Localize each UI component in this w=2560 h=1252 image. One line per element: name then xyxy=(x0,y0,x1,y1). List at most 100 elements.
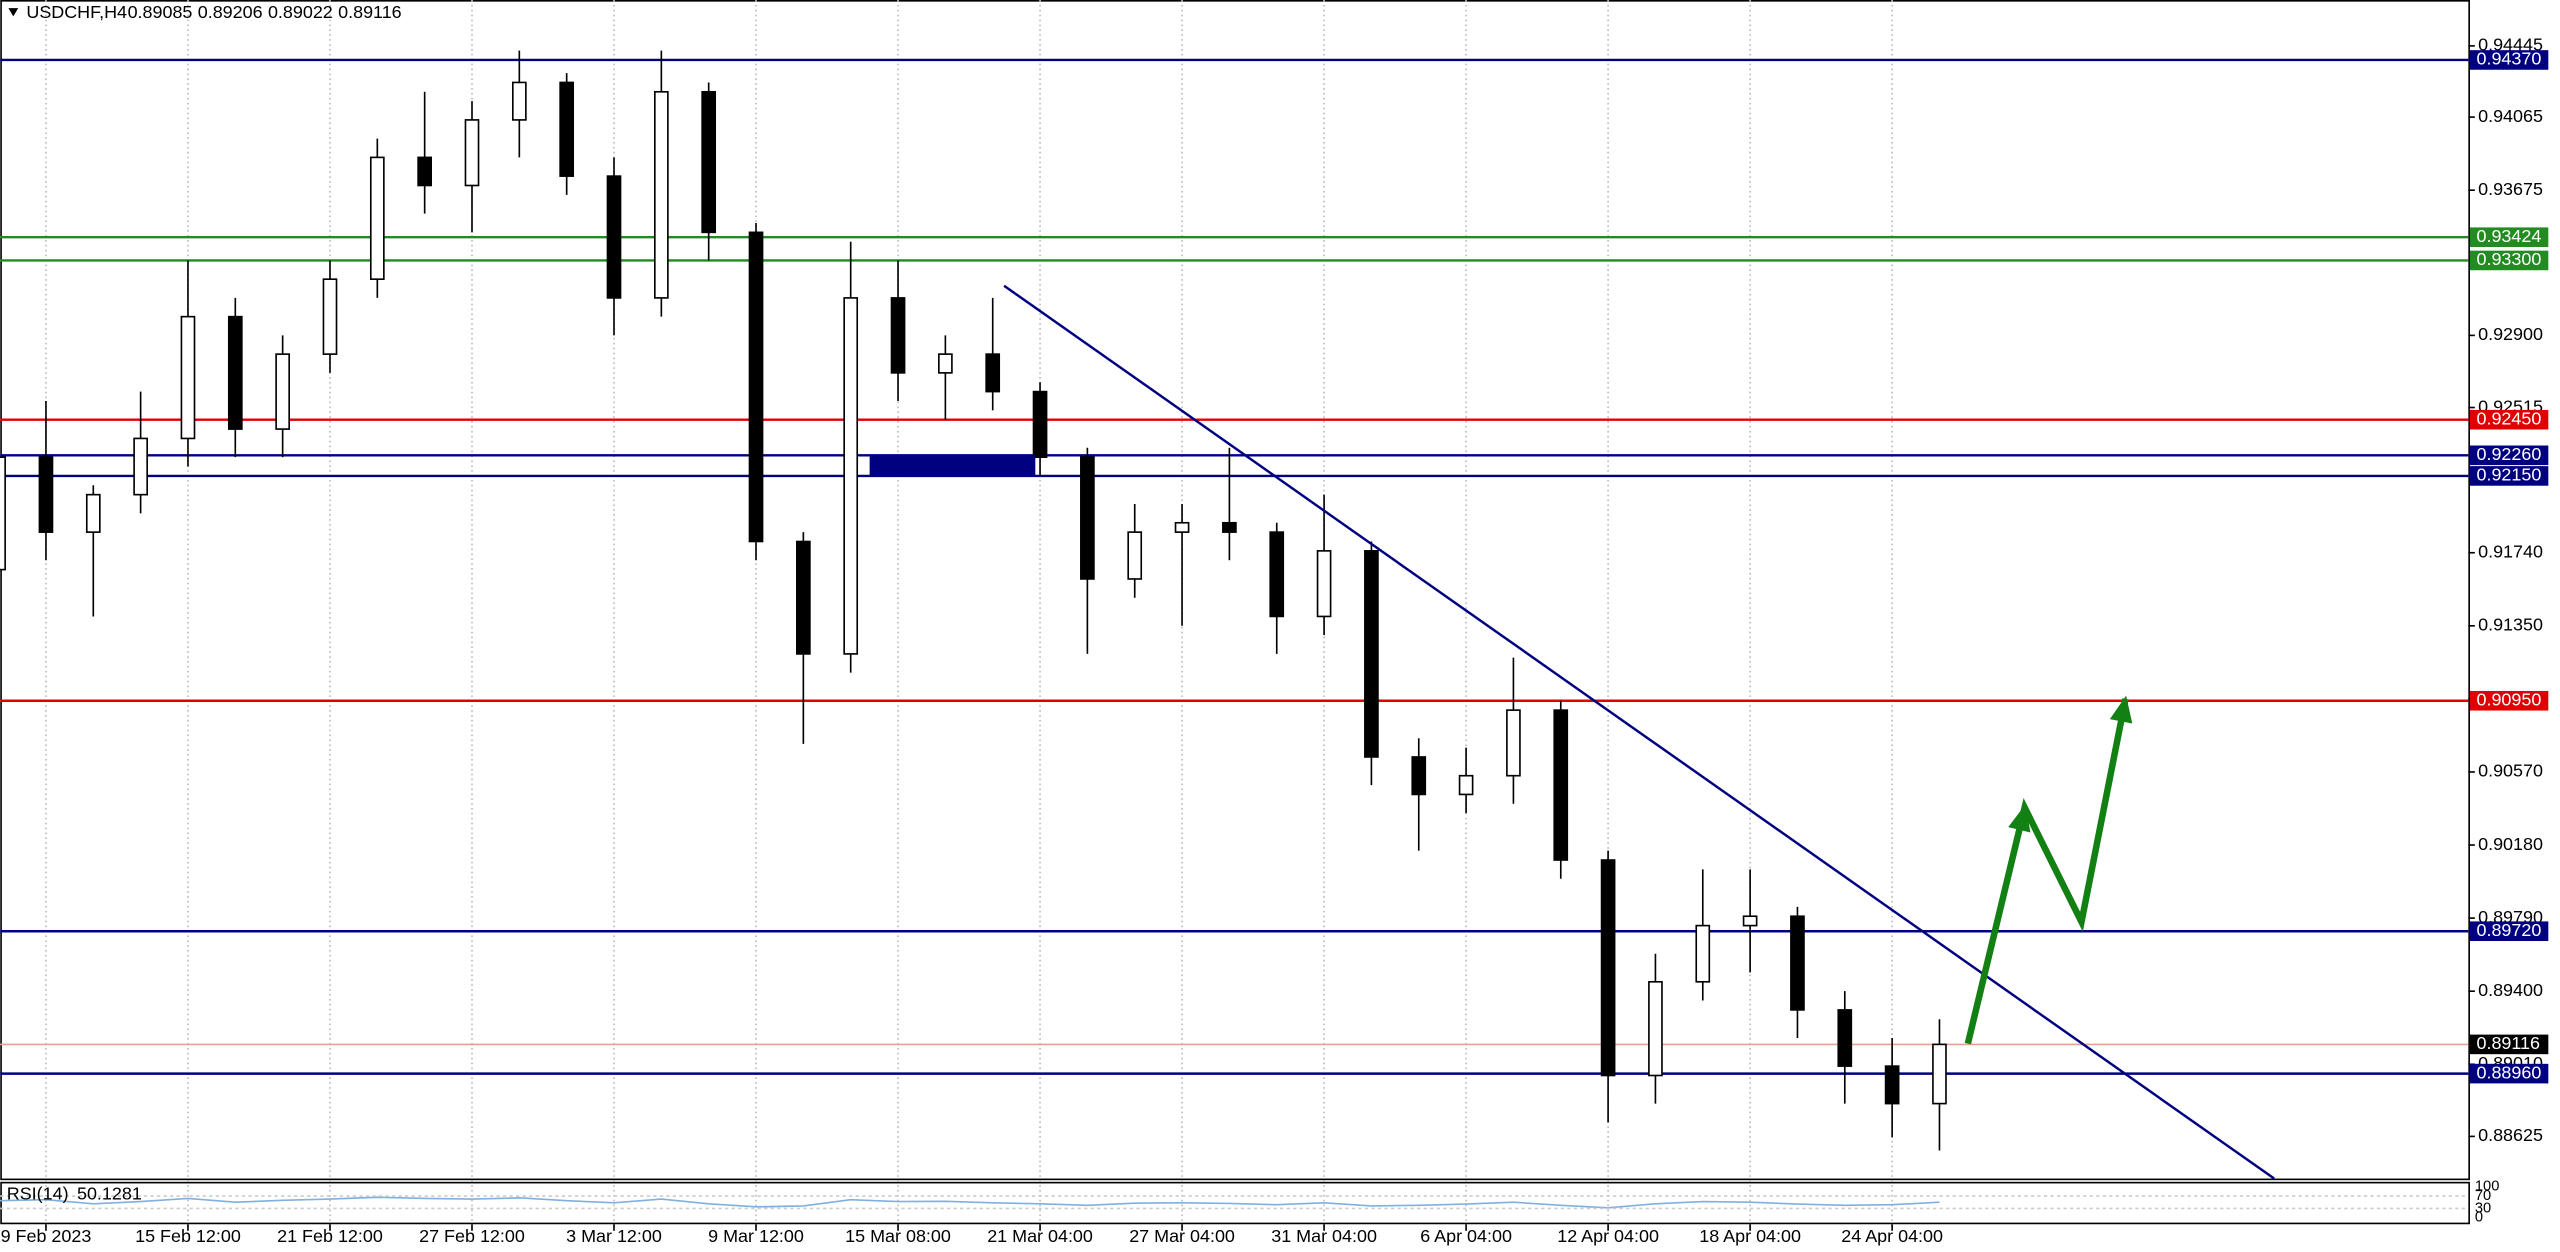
candle-body xyxy=(275,353,290,430)
candle-body xyxy=(1790,915,1805,1011)
candle-body xyxy=(227,315,243,430)
candle-body xyxy=(511,81,527,121)
level-label: 0.90950 xyxy=(2477,689,2542,709)
level-label: 0.89720 xyxy=(2477,920,2542,940)
candle-body xyxy=(1411,756,1427,796)
candle-body xyxy=(1742,915,1758,927)
candle-body xyxy=(1316,550,1332,618)
candle-body xyxy=(1269,531,1285,618)
level-label-box xyxy=(2469,227,2549,248)
candle-body xyxy=(985,353,1001,393)
y-tick-label: 0.92900 xyxy=(2478,324,2543,344)
rsi-frame xyxy=(0,1181,2470,1225)
trendline xyxy=(1003,284,2275,1180)
level-label: 0.92260 xyxy=(2477,444,2542,464)
header-high: 0.89206 xyxy=(198,2,263,22)
x-tick-label: 27 Mar 04:00 xyxy=(1129,1226,1235,1246)
rsi-tick-label: 100 xyxy=(2475,1179,2500,1195)
y-tick-label: 0.91350 xyxy=(2478,615,2543,635)
candle-body xyxy=(1080,456,1095,580)
candle-body xyxy=(1032,390,1048,458)
plot-frame xyxy=(0,0,2470,1181)
candle-body xyxy=(1364,550,1379,758)
candle-body xyxy=(1506,709,1521,777)
x-tick-label: 24 Apr 04:00 xyxy=(1841,1226,1943,1246)
candles xyxy=(0,50,1947,1151)
candle-body xyxy=(701,90,717,234)
candle-body xyxy=(653,90,669,299)
y-tick-label: 0.90180 xyxy=(2478,834,2543,854)
arrow-head xyxy=(2008,804,2031,833)
header-close: 0.89116 xyxy=(338,2,402,22)
level-label-box xyxy=(2469,409,2549,430)
rsi-value: 50.1281 xyxy=(77,1184,142,1204)
rsi-tick-label: 70 xyxy=(2475,1188,2491,1204)
level-label-box xyxy=(2469,690,2549,711)
x-tick-label: 6 Apr 04:00 xyxy=(1420,1226,1512,1246)
overlay xyxy=(0,284,2469,1210)
level-label-box xyxy=(2469,1063,2549,1084)
level-label: 0.88960 xyxy=(2477,1062,2542,1082)
levels xyxy=(0,58,2469,1075)
arrow xyxy=(1964,698,2129,1045)
axis: 0.944450.940650.936750.929000.925150.917… xyxy=(1,35,2549,1246)
candle-body xyxy=(38,456,54,533)
current-price-label: 0.89116 xyxy=(2477,1033,2541,1053)
rsi-line xyxy=(0,1196,1940,1209)
x-tick-label: 21 Mar 04:00 xyxy=(987,1226,1093,1246)
candle-body xyxy=(417,156,433,187)
symbol: USDCHF,H4 xyxy=(26,2,127,22)
candle-body xyxy=(938,353,953,374)
candle-body xyxy=(85,493,101,533)
level-label-box xyxy=(2469,445,2549,466)
candle-body xyxy=(1695,924,1711,983)
y-tick-label: 0.91740 xyxy=(2478,541,2543,561)
y-tick-label: 0.94445 xyxy=(2478,35,2543,55)
candle-body xyxy=(1837,1009,1853,1067)
x-tick-label: 9 Feb 2023 xyxy=(1,1226,92,1246)
candle-body xyxy=(890,297,906,374)
x-tick-label: 12 Apr 04:00 xyxy=(1557,1226,1659,1246)
y-tick-label: 0.89400 xyxy=(2478,980,2543,1000)
candle-body xyxy=(748,231,764,543)
x-tick-label: 31 Mar 04:00 xyxy=(1271,1226,1377,1246)
level-label-box xyxy=(2469,466,2549,486)
header-open: 0.89085 xyxy=(128,2,193,22)
candle-body xyxy=(1553,709,1569,861)
candle-body xyxy=(369,156,385,280)
level-label: 0.93424 xyxy=(2477,226,2542,246)
rsi-label: RSI(14) xyxy=(7,1184,69,1204)
x-tick-label: 9 Mar 12:00 xyxy=(708,1226,804,1246)
x-tick-label: 15 Mar 08:00 xyxy=(845,1226,951,1246)
candle-body xyxy=(1174,521,1190,533)
current-price-box xyxy=(2469,1034,2549,1055)
y-tick-label: 0.93675 xyxy=(2478,179,2543,199)
x-tick-label: 18 Apr 04:00 xyxy=(1699,1226,1801,1246)
candle-body xyxy=(1222,521,1237,533)
level-label-box xyxy=(2469,921,2549,942)
candle-body xyxy=(133,437,148,496)
rsi-tick-label: 30 xyxy=(2475,1200,2491,1216)
arrow-head xyxy=(2109,695,2133,724)
level-label: 0.93300 xyxy=(2477,249,2542,269)
candle-body xyxy=(796,540,811,655)
y-tick-label: 0.94065 xyxy=(2478,106,2543,126)
candle-body xyxy=(322,278,338,355)
x-tick-label: 21 Feb 12:00 xyxy=(277,1226,383,1246)
candle-body xyxy=(1600,859,1616,1077)
x-tick-label: 15 Feb 12:00 xyxy=(135,1226,241,1246)
y-tick-label: 0.88625 xyxy=(2478,1125,2543,1145)
candle-body xyxy=(606,175,622,299)
candle-body xyxy=(1458,774,1474,796)
candle-body xyxy=(1127,531,1143,580)
candle-body xyxy=(464,119,480,187)
candle-body xyxy=(843,297,859,655)
candle-body xyxy=(1932,1043,1947,1105)
x-tick-label: 27 Feb 12:00 xyxy=(419,1226,525,1246)
menu-icon[interactable] xyxy=(8,8,19,17)
zone xyxy=(869,455,1036,476)
candle-body xyxy=(0,456,6,571)
